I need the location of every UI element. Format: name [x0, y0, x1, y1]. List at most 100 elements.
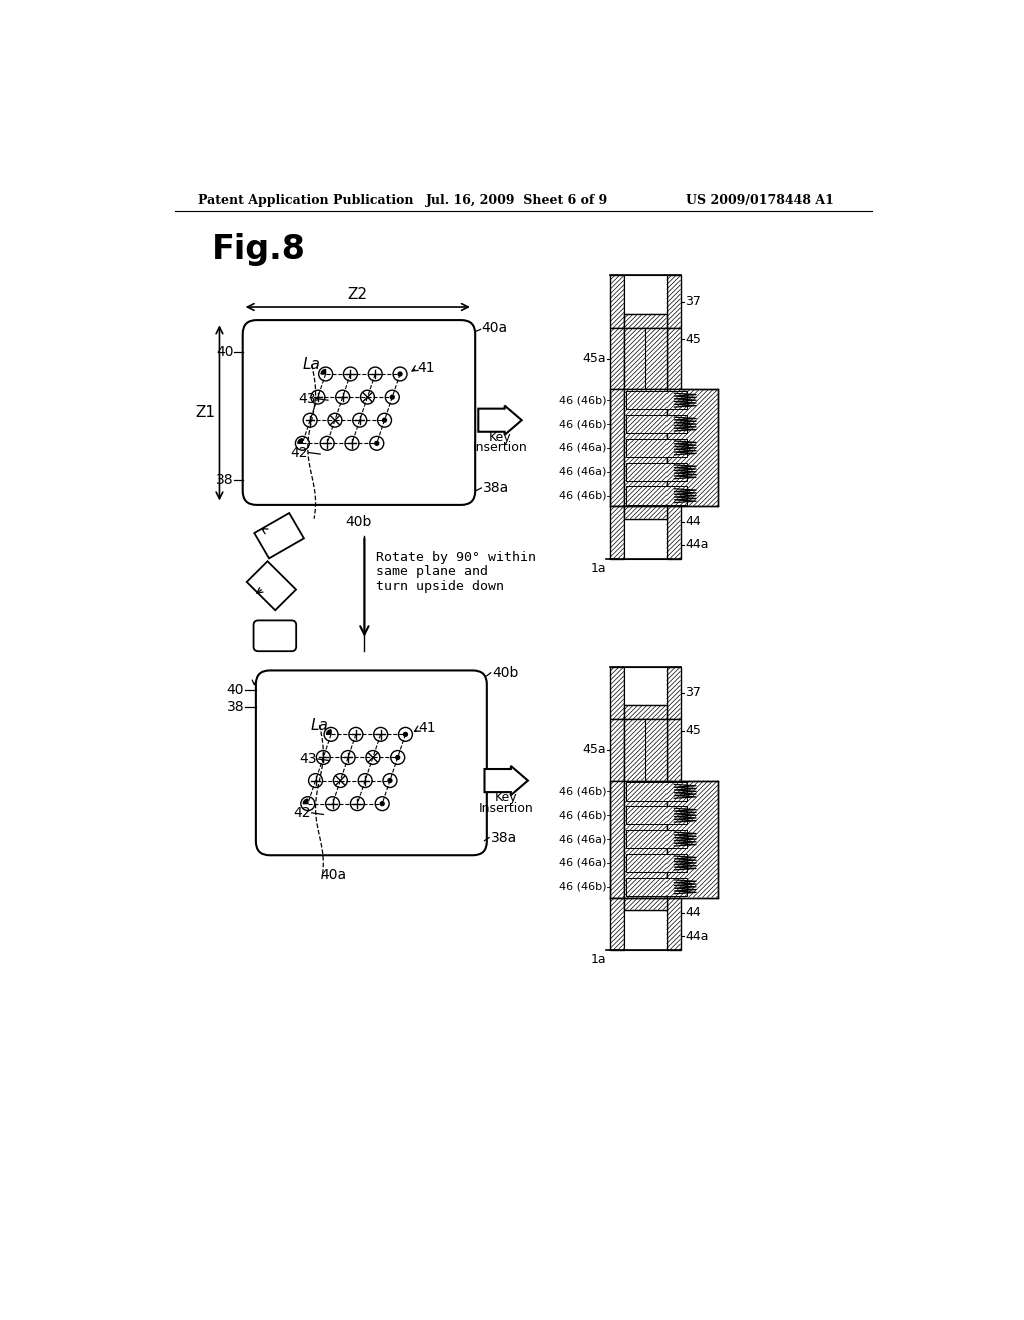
Bar [626, 854, 687, 873]
Text: 46 (46a): 46 (46a) [559, 834, 606, 843]
Text: 45: 45 [685, 723, 701, 737]
Text: 40a: 40a [481, 321, 508, 335]
Text: Rotate by 90° within: Rotate by 90° within [376, 550, 536, 564]
Text: 46 (46b): 46 (46b) [559, 882, 606, 892]
Text: 45: 45 [685, 333, 701, 346]
Wedge shape [327, 730, 331, 734]
Bar [626, 462, 687, 480]
Text: Patent Application Publication: Patent Application Publication [198, 194, 414, 207]
Text: 43: 43 [298, 392, 315, 405]
FancyBboxPatch shape [256, 671, 486, 855]
Text: Z2: Z2 [348, 288, 368, 302]
Bar [610, 780, 624, 898]
Bar [626, 807, 687, 825]
Bar [610, 507, 624, 558]
Bar [667, 719, 681, 780]
Bar [667, 389, 718, 507]
Bar [626, 487, 687, 506]
Circle shape [375, 441, 379, 445]
Bar [626, 391, 687, 409]
Text: 38a: 38a [490, 830, 517, 845]
Bar [624, 389, 667, 507]
Bar [624, 719, 667, 780]
Text: 1a: 1a [591, 561, 606, 574]
Bar [624, 507, 667, 519]
Bar [610, 327, 624, 389]
Bar [624, 519, 667, 558]
Bar [626, 438, 687, 457]
Bar [624, 276, 667, 314]
Text: 40a: 40a [321, 869, 346, 882]
Bar [610, 898, 624, 950]
Text: 46 (46b): 46 (46b) [559, 787, 606, 796]
Bar [624, 327, 667, 389]
Text: 40: 40 [216, 346, 233, 359]
Circle shape [380, 801, 384, 805]
Bar [624, 667, 667, 705]
Text: La: La [303, 358, 321, 372]
Text: Key: Key [488, 430, 511, 444]
FancyBboxPatch shape [243, 321, 475, 506]
Bar [667, 327, 681, 389]
Text: 46 (46a): 46 (46a) [559, 444, 606, 453]
Wedge shape [298, 438, 302, 444]
Text: 1a: 1a [591, 953, 606, 966]
Text: 38: 38 [216, 474, 233, 487]
Text: 44: 44 [685, 907, 701, 920]
Circle shape [398, 372, 402, 376]
Text: Key: Key [495, 791, 517, 804]
Text: 40: 40 [226, 682, 245, 697]
Bar [667, 780, 718, 898]
Circle shape [383, 418, 386, 422]
Bar [667, 276, 681, 327]
Text: 46 (46a): 46 (46a) [559, 858, 606, 869]
Text: 38: 38 [226, 700, 245, 714]
Bar [626, 414, 687, 433]
Text: Fig.8: Fig.8 [212, 232, 306, 265]
Bar [610, 389, 624, 507]
Text: 40b: 40b [493, 665, 518, 680]
Wedge shape [322, 370, 326, 374]
Text: 45a: 45a [583, 743, 606, 756]
Text: 46 (46b): 46 (46b) [559, 418, 606, 429]
Text: 42: 42 [290, 446, 308, 459]
Text: Jul. 16, 2009  Sheet 6 of 9: Jul. 16, 2009 Sheet 6 of 9 [426, 194, 608, 207]
Bar [624, 314, 667, 327]
Bar [667, 667, 681, 719]
Bar [624, 705, 667, 719]
Text: 46 (46b): 46 (46b) [559, 395, 606, 405]
Circle shape [390, 395, 394, 399]
Text: 46 (46b): 46 (46b) [559, 491, 606, 500]
Text: 37: 37 [685, 296, 701, 308]
Text: Z1: Z1 [196, 405, 216, 420]
Bar [610, 719, 624, 780]
Bar [624, 898, 667, 909]
Text: 46 (46b): 46 (46b) [559, 810, 606, 820]
Text: 43: 43 [300, 752, 317, 766]
Text: US 2009/0178448 A1: US 2009/0178448 A1 [686, 194, 834, 207]
Text: Insertion: Insertion [473, 441, 527, 454]
Text: 46 (46a): 46 (46a) [559, 467, 606, 477]
Text: 37: 37 [685, 686, 701, 700]
Text: 42: 42 [294, 807, 311, 820]
Bar [626, 781, 687, 800]
Bar [667, 898, 681, 950]
Circle shape [395, 755, 399, 759]
Wedge shape [303, 799, 308, 804]
Text: Insertion: Insertion [479, 801, 534, 814]
Bar [667, 507, 681, 558]
Text: 45a: 45a [583, 352, 606, 366]
FancyArrow shape [478, 405, 521, 434]
Text: 41: 41 [417, 360, 435, 375]
Bar [626, 878, 687, 896]
Text: turn upside down: turn upside down [376, 579, 504, 593]
Bar [610, 276, 624, 327]
Bar [624, 780, 667, 898]
Bar [624, 909, 667, 950]
Bar [610, 667, 624, 719]
FancyArrow shape [484, 766, 528, 795]
Text: 38a: 38a [483, 480, 509, 495]
Text: 44: 44 [685, 515, 701, 528]
Text: 44a: 44a [685, 539, 709, 552]
Bar [626, 830, 687, 849]
